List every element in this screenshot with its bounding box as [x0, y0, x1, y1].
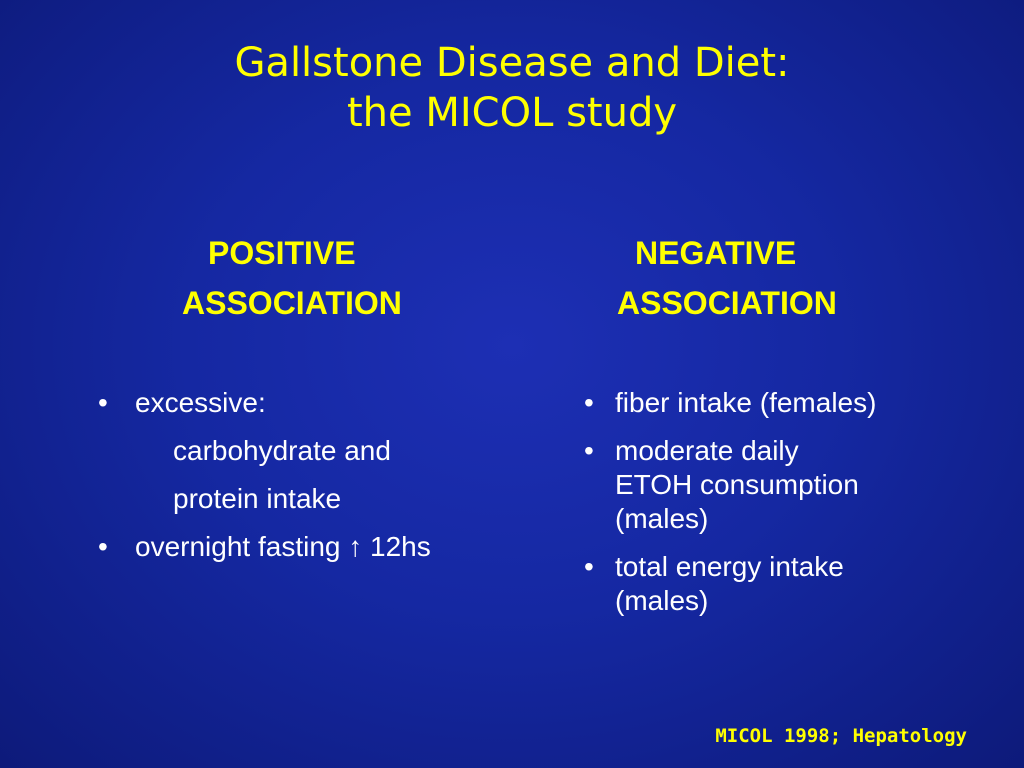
- list-item-text: moderate daily: [615, 435, 799, 466]
- list-item: • total energy intake (males): [584, 550, 876, 618]
- positive-association-heading: POSITIVE ASSOCIATION: [182, 228, 402, 328]
- list-item: • moderate daily ETOH consumption (males…: [584, 434, 876, 536]
- positive-heading-line-2: ASSOCIATION: [182, 285, 402, 321]
- negative-association-list: • fiber intake (females) • moderate dail…: [584, 386, 876, 632]
- negative-heading-line-2: ASSOCIATION: [617, 285, 837, 321]
- positive-association-list: • excessive: carbohydrate and protein in…: [98, 386, 431, 578]
- bullet: •: [584, 435, 594, 466]
- title-line-1: Gallstone Disease and Diet:: [234, 40, 790, 86]
- list-item: • overnight fasting ↑ 12hs: [98, 530, 431, 564]
- negative-association-heading: NEGATIVE ASSOCIATION: [617, 228, 837, 328]
- list-item-text: excessive:: [135, 387, 266, 418]
- list-item: protein intake: [98, 482, 431, 516]
- negative-heading-line-1: NEGATIVE: [635, 235, 797, 271]
- citation: MICOL 1998; Hepatology: [715, 725, 967, 747]
- bullet: •: [584, 387, 594, 418]
- list-item: • excessive:: [98, 386, 431, 420]
- list-item-text: total energy intake: [615, 551, 844, 582]
- bullet: •: [584, 551, 594, 582]
- list-item-text: carbohydrate and: [173, 435, 391, 466]
- list-item-text: (males): [615, 585, 709, 616]
- title-line-2: the MICOL study: [346, 90, 678, 136]
- slide-title: Gallstone Disease and Diet: the MICOL st…: [0, 38, 1024, 138]
- positive-heading-line-1: POSITIVE: [208, 235, 356, 271]
- bullet: •: [98, 387, 108, 418]
- list-item-text: (males): [615, 503, 709, 534]
- list-item-text: overnight fasting ↑ 12hs: [135, 531, 431, 562]
- bullet: •: [98, 531, 108, 562]
- list-item-text: protein intake: [173, 483, 342, 514]
- list-item: carbohydrate and: [98, 434, 431, 468]
- list-item-text: ETOH consumption: [615, 469, 859, 500]
- list-item: • fiber intake (females): [584, 386, 876, 420]
- list-item-text: fiber intake (females): [615, 387, 877, 418]
